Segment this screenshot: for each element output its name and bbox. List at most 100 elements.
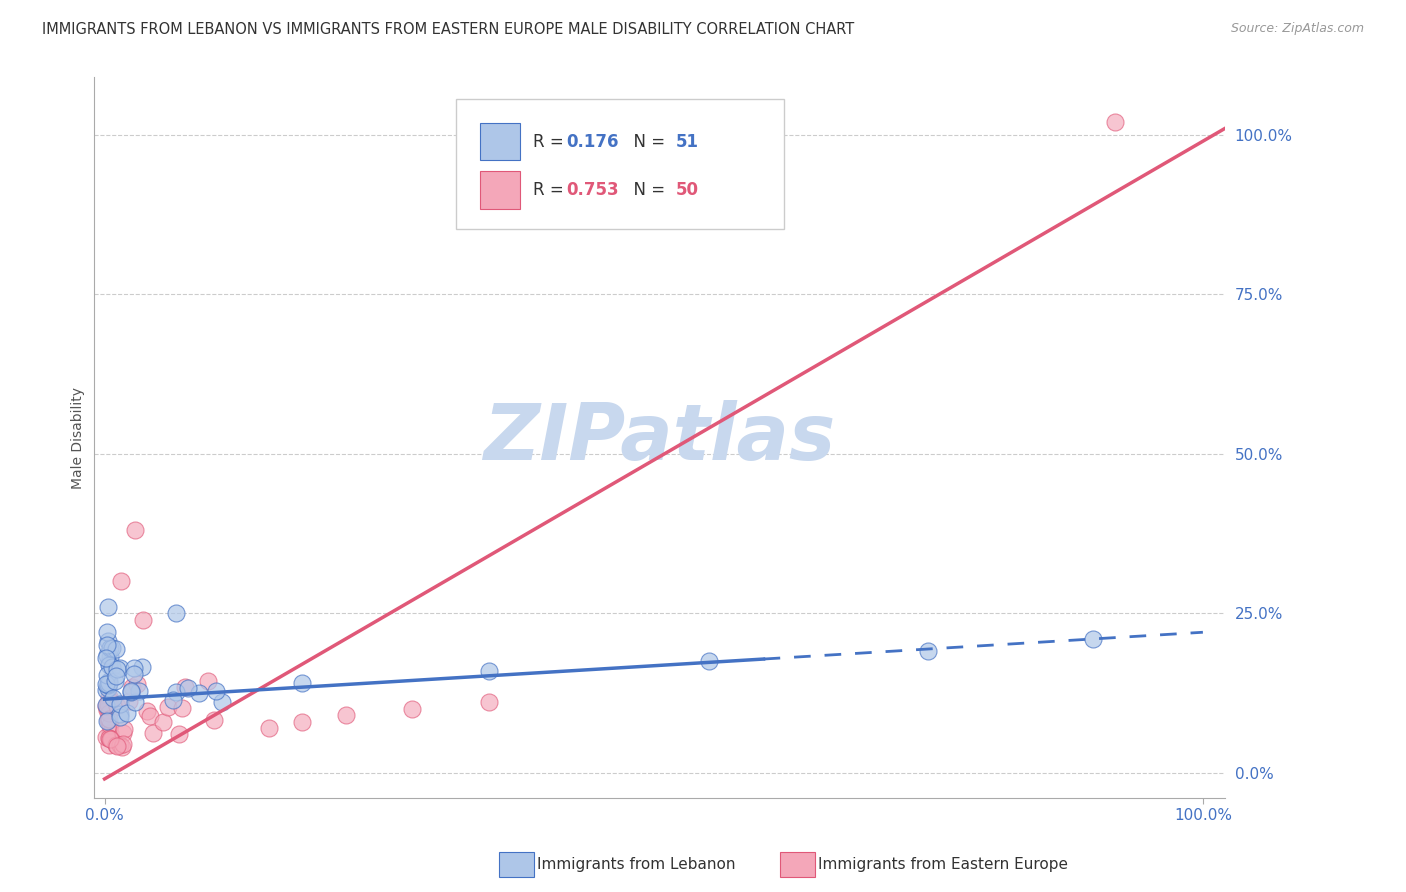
Point (97, 706, 120, 720)
Point (205, 684, 228, 698)
Point (122, 667, 145, 681)
Point (335, 708, 357, 723)
Point (97, 700, 120, 714)
Point (110, 574, 132, 589)
Point (98, 696, 121, 710)
Point (105, 739, 128, 753)
Point (96, 714, 118, 729)
Point (98, 739, 121, 753)
Point (401, 702, 423, 716)
Point (110, 710, 132, 724)
Point (1104, 115, 1126, 129)
Point (111, 737, 134, 751)
Point (118, 694, 141, 708)
Point (96, 698, 118, 713)
Point (108, 738, 131, 752)
Point (165, 606, 187, 620)
Text: IMMIGRANTS FROM LEBANON VS IMMIGRANTS FROM EASTERN EUROPE MALE DISABILITY CORREL: IMMIGRANTS FROM LEBANON VS IMMIGRANTS FR… (42, 22, 855, 37)
Point (132, 613, 155, 627)
Point (202, 714, 225, 728)
Point (97, 713, 120, 727)
Text: N =: N = (623, 133, 671, 151)
Text: Immigrants from Eastern Europe: Immigrants from Eastern Europe (818, 857, 1069, 871)
Point (98, 690, 121, 705)
Point (98, 732, 121, 747)
Text: Source: ZipAtlas.com: Source: ZipAtlas.com (1230, 22, 1364, 36)
Text: 0.176: 0.176 (567, 133, 619, 151)
Point (112, 725, 135, 739)
Point (291, 714, 314, 729)
Text: N =: N = (623, 181, 671, 199)
Point (128, 684, 150, 698)
Point (97, 712, 120, 726)
Point (97, 677, 120, 691)
Point (105, 662, 128, 676)
Point (259, 721, 281, 735)
Point (152, 714, 174, 729)
Point (97, 731, 120, 746)
Point (156, 699, 179, 714)
Text: 0.753: 0.753 (567, 181, 619, 199)
Text: Immigrants from Lebanon: Immigrants from Lebanon (537, 857, 735, 871)
Point (97, 678, 120, 692)
Y-axis label: Male Disability: Male Disability (72, 387, 86, 489)
Point (97, 676, 120, 690)
Point (121, 680, 143, 694)
Point (177, 681, 200, 695)
Point (98, 726, 121, 740)
Point (115, 706, 138, 721)
Point (97, 599, 120, 614)
Point (108, 707, 131, 722)
Point (162, 693, 184, 707)
Point (97, 633, 120, 648)
Point (96, 648, 118, 663)
Point (187, 686, 209, 700)
Point (111, 739, 134, 754)
Text: R =: R = (533, 133, 568, 151)
Point (94, 730, 117, 744)
Point (104, 642, 127, 657)
Point (112, 722, 135, 736)
Point (174, 680, 197, 694)
Point (697, 654, 720, 668)
Point (167, 727, 190, 741)
Point (142, 726, 165, 740)
Point (98, 693, 121, 707)
Point (197, 674, 219, 689)
Point (917, 644, 939, 658)
Point (96, 703, 118, 717)
Point (135, 704, 157, 718)
Point (97, 673, 120, 688)
Text: 51: 51 (676, 133, 699, 151)
Point (100, 640, 122, 655)
Point (94, 698, 117, 713)
Point (98, 641, 121, 656)
Point (101, 660, 124, 674)
Point (105, 669, 128, 683)
Point (108, 697, 131, 711)
Point (478, 664, 501, 678)
Point (98, 717, 121, 731)
Point (94, 650, 117, 665)
Text: 50: 50 (676, 181, 699, 199)
Point (124, 523, 146, 537)
Point (97, 697, 120, 711)
Bar (481, 123, 520, 161)
Point (98, 695, 121, 709)
Point (165, 685, 187, 699)
Point (96, 625, 118, 640)
Point (120, 683, 142, 698)
Text: R =: R = (533, 181, 568, 199)
Point (170, 701, 193, 715)
Point (94, 677, 117, 691)
Point (96, 668, 118, 682)
Point (97, 681, 120, 696)
FancyBboxPatch shape (456, 99, 783, 228)
Point (131, 660, 153, 674)
Point (97, 699, 120, 714)
Point (104, 674, 127, 689)
Point (100, 731, 122, 746)
Point (211, 695, 233, 709)
Point (105, 698, 128, 713)
Point (110, 661, 132, 675)
